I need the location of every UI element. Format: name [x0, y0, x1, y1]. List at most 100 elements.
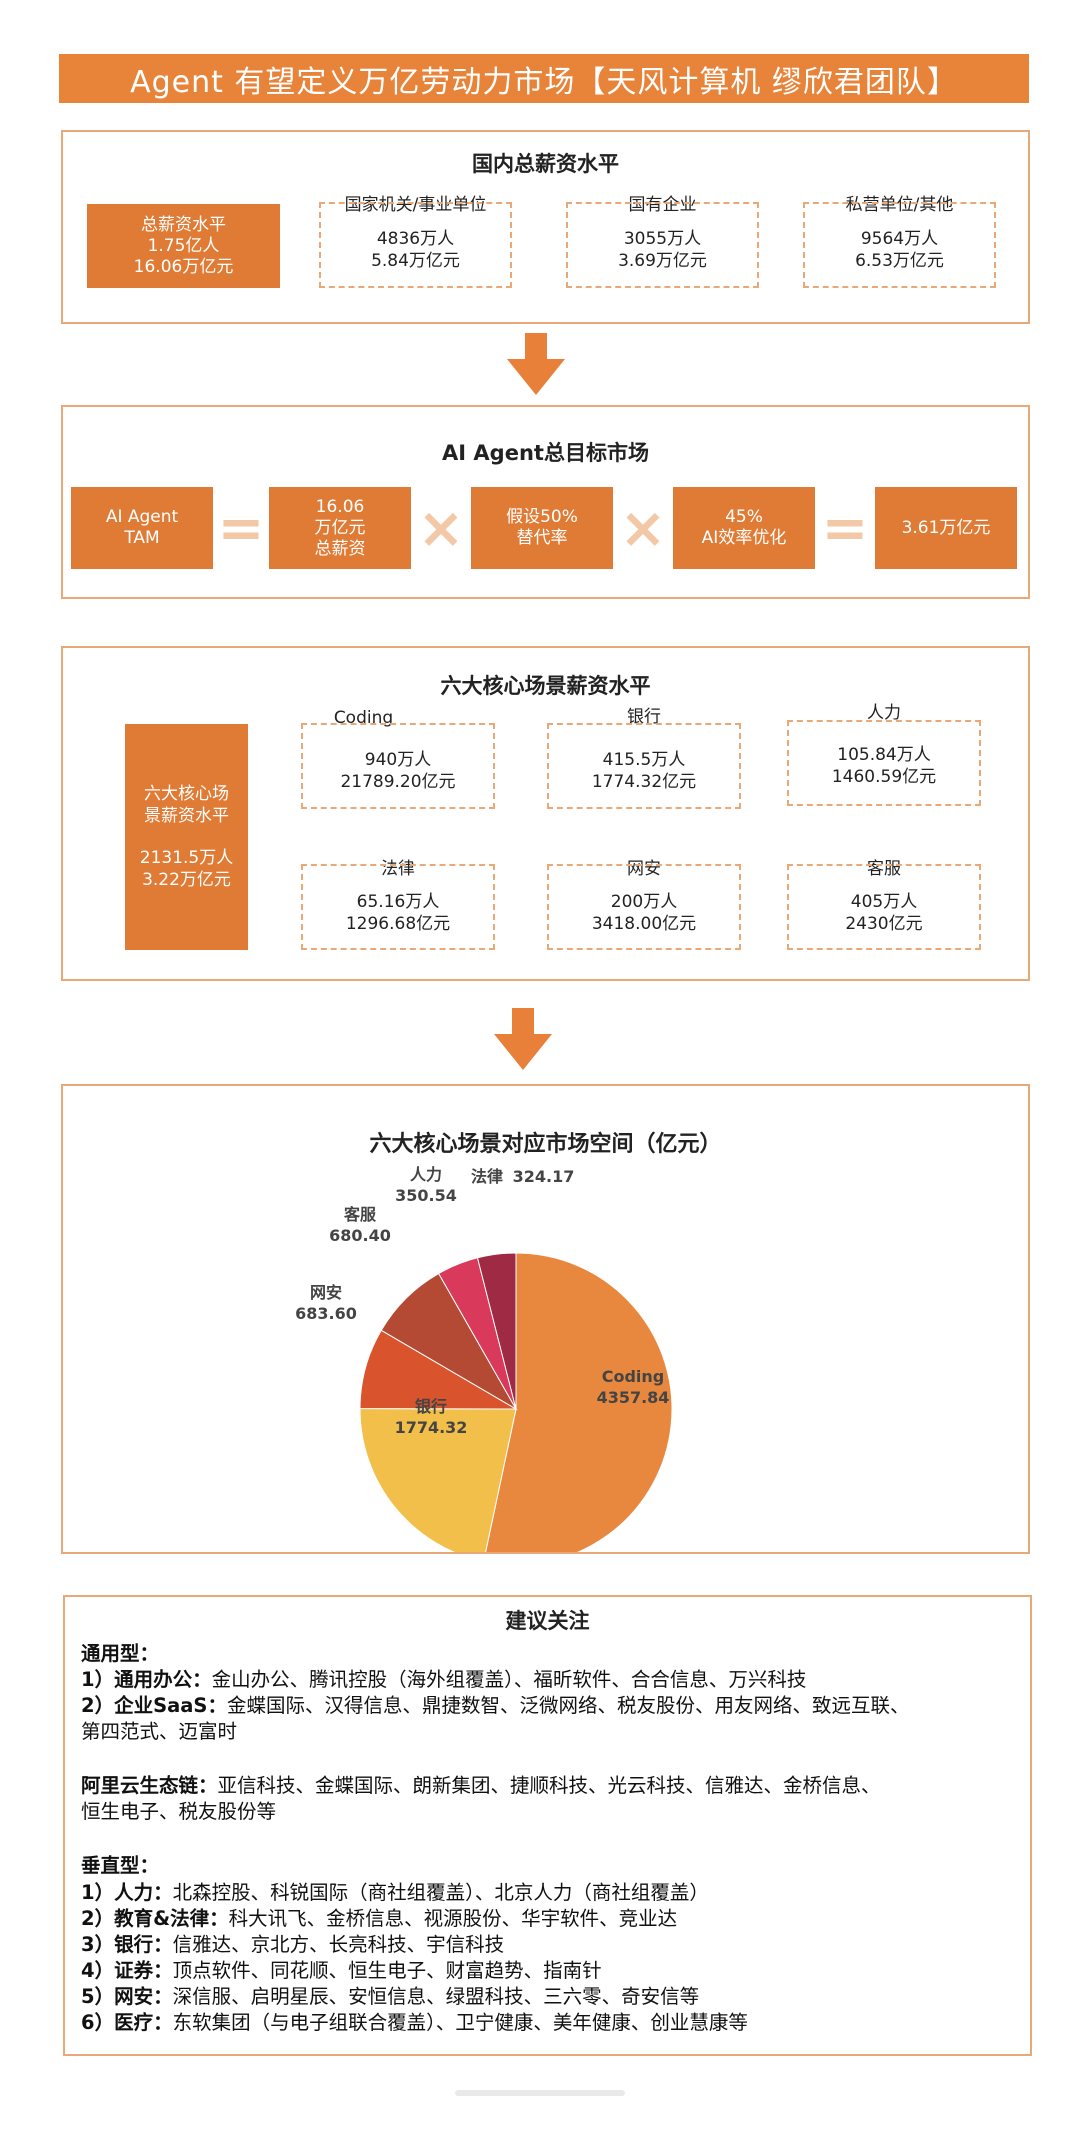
total-salary-label: 总薪资水平 — [141, 214, 226, 235]
vertical-item-5-head: 5）网安： — [81, 1985, 173, 2008]
tam-salary-line3: 总薪资 — [314, 538, 366, 559]
advice-title: 建议关注 — [505, 1609, 590, 1633]
tam-replacement-line2: 替代率 — [516, 528, 568, 548]
scene-people-law: 65.16万人 — [356, 892, 440, 912]
scene-salary-coding: 21789.20亿元 — [340, 772, 456, 792]
pie-label-coding-name: Coding — [601, 1367, 665, 1386]
vertical-item-4: 4）证券：顶点软件、同花顺、恒生电子、财富趋势、指南针 — [81, 1954, 602, 1983]
scene-salary-law: 1296.68亿元 — [345, 914, 451, 934]
scene-box-security: 200万人 3418.00亿元 — [547, 864, 741, 950]
pie-label-law-value: 324.17 — [512, 1167, 575, 1186]
alibaba-head: 阿里云生态链： — [81, 1774, 218, 1797]
market-pie-chart — [359, 1252, 673, 1552]
vertical-item-6: 6）医疗：东软集团（与电子组联合覆盖）、卫宁健康、美年健康、创业慧康等 — [81, 2006, 748, 2035]
alibaba-cont: 恒生电子、税友股份等 — [81, 1800, 277, 1823]
scene-label-hr: 人力 — [867, 703, 901, 723]
category-label-private: 私营单位/其他 — [845, 195, 954, 215]
pie-label-coding: Coding 4357.84 — [583, 1366, 683, 1408]
vertical-item-6-head: 6）医疗： — [81, 2011, 173, 2034]
vertical-item-3-text: 信雅达、京北方、长亮科技、宇信科技 — [172, 1933, 505, 1956]
tam-box-result: 3.61万亿元 — [875, 487, 1017, 569]
category-salary-private: 6.53万亿元 — [855, 251, 944, 271]
pie-label-law-name: 法律 — [471, 1167, 504, 1186]
domestic-salary-title: 国内总薪资水平 — [472, 152, 619, 176]
category-box-soe: 3055万人 3.69万亿元 — [566, 202, 759, 288]
core-scenes-section: 六大核心场景薪资水平 六大核心场 景薪资水平 2131.5万人 3.22万亿元 … — [61, 646, 1030, 981]
tam-section: AI Agent总目标市场 AI Agent TAM = 16.06 万亿元 总… — [61, 405, 1030, 599]
down-arrow-icon — [494, 1008, 552, 1070]
scene-label-bank: 银行 — [627, 707, 661, 727]
pie-label-bank: 银行 1774.32 — [381, 1396, 481, 1438]
tam-efficiency-line1: 45% — [725, 507, 763, 527]
chart-title: 六大核心场景对应市场空间（亿元） — [369, 1132, 722, 1157]
category-people-private: 9564万人 — [860, 229, 939, 249]
tam-efficiency-line2: AI效率优化 — [701, 528, 787, 548]
advice-section: 建议关注 通用型： 1）通用办公：金山办公、腾讯控股（海外组覆盖）、福昕软件、合… — [63, 1595, 1032, 2056]
scene-box-service: 405万人 2430亿元 — [787, 864, 981, 950]
vertical-item-3: 3）银行：信雅达、京北方、长亮科技、宇信科技 — [81, 1928, 504, 1957]
tam-agent-line2: TAM — [124, 528, 160, 548]
scene-box-hr: 105.84万人 1460.59亿元 — [787, 720, 981, 806]
tam-box-salary: 16.06 万亿元 总薪资 — [269, 487, 411, 569]
tam-replacement-line1: 假设50% — [506, 507, 578, 527]
pie-label-bank-value: 1774.32 — [394, 1418, 468, 1437]
scene-people-security: 200万人 — [610, 892, 678, 912]
vertical-item-2-text: 科大讯飞、金桥信息、视源股份、华宇软件、竞业达 — [228, 1907, 678, 1930]
general-item-1: 1）通用办公：金山办公、腾讯控股（海外组覆盖）、福昕软件、合合信息、万兴科技 — [81, 1663, 806, 1692]
pie-label-law: 法律 324.17 — [471, 1166, 581, 1187]
scene-people-hr: 105.84万人 — [837, 745, 931, 765]
market-pie-section: 六大核心场景对应市场空间（亿元） Coding 4357.84 银行 1774.… — [61, 1084, 1030, 1554]
pie-label-service-value: 680.40 — [329, 1226, 391, 1245]
general-item-2-text: 金蝶国际、汉得信息、鼎捷数智、泛微网络、税友股份、用友网络、致远互联、 — [226, 1694, 910, 1717]
category-label-gov: 国家机关/事业单位 — [344, 195, 487, 215]
general-item-2-cont: 第四范式、迈富时 — [81, 1720, 238, 1743]
pie-slice-0 — [485, 1252, 673, 1552]
tam-box-efficiency: 45% AI效率优化 — [673, 487, 815, 569]
pie-slice-5 — [476, 1252, 517, 1410]
alibaba-line: 阿里云生态链：亚信科技、金蝶国际、朗新集团、捷顺科技、光云科技、信雅达、金桥信息… — [81, 1769, 881, 1798]
pie-label-bank-name: 银行 — [414, 1397, 447, 1416]
total-salary-box: 总薪资水平 1.75亿人 16.06万亿元 — [87, 204, 280, 288]
pie-label-service-name: 客服 — [343, 1205, 376, 1224]
core-total-salary: 3.22万亿元 — [142, 870, 231, 890]
category-label-soe: 国有企业 — [628, 195, 697, 215]
core-total-people: 2131.5万人 — [139, 848, 234, 868]
general-item-2-head: 2）企业SaaS： — [81, 1694, 227, 1717]
tam-title: AI Agent总目标市场 — [442, 441, 649, 465]
down-arrow-icon — [507, 333, 565, 395]
vertical-item-5: 5）网安：深信服、启明星辰、安恒信息、绿盟科技、三六零、奇安信等 — [81, 1980, 699, 2009]
pie-label-service: 客服 680.40 — [325, 1204, 395, 1246]
equals-icon: = — [821, 495, 869, 561]
core-total-label1: 六大核心场 — [144, 784, 229, 804]
vertical-item-6-text: 东软集团（与电子组联合覆盖）、卫宁健康、美年健康、创业慧康等 — [172, 2011, 748, 2034]
vertical-item-4-head: 4）证券： — [81, 1959, 173, 1982]
category-salary-soe: 3.69万亿元 — [618, 251, 707, 271]
general-item-1-text: 金山办公、腾讯控股（海外组覆盖）、福昕软件、合合信息、万兴科技 — [211, 1668, 807, 1691]
pie-label-hr-name: 人力 — [409, 1165, 442, 1184]
tam-salary-line1: 16.06 — [315, 496, 365, 517]
tam-box-agent: AI Agent TAM — [71, 487, 213, 569]
vertical-item-1-text: 北森控股、科锐国际（商社组覆盖）、北京人力（商社组覆盖） — [172, 1881, 709, 1904]
multiply-icon: × — [417, 495, 465, 561]
tam-box-replacement: 假设50% 替代率 — [471, 487, 613, 569]
banner-title: Agent 有望定义万亿劳动力市场【天风计算机 缪欣君团队】 — [59, 54, 1029, 103]
general-item-1-head: 1）通用办公： — [81, 1668, 212, 1691]
scene-box-bank: 415.5万人 1774.32亿元 — [547, 723, 741, 809]
general-heading: 通用型： — [81, 1642, 160, 1665]
vertical-item-1: 1）人力：北森控股、科锐国际（商社组覆盖）、北京人力（商社组覆盖） — [81, 1876, 709, 1905]
pie-label-hr: 人力 350.54 — [391, 1164, 461, 1206]
alibaba-text: 亚信科技、金蝶国际、朗新集团、捷顺科技、光云科技、信雅达、金桥信息、 — [217, 1774, 881, 1797]
category-people-gov: 4836万人 — [376, 229, 455, 249]
general-item-2: 2）企业SaaS：金蝶国际、汉得信息、鼎捷数智、泛微网络、税友股份、用友网络、致… — [81, 1689, 910, 1718]
core-total-label2: 景薪资水平 — [144, 806, 229, 826]
vertical-item-1-head: 1）人力： — [81, 1881, 173, 1904]
scene-people-service: 405万人 — [850, 892, 918, 912]
scene-people-bank: 415.5万人 — [602, 750, 686, 770]
category-box-private: 9564万人 6.53万亿元 — [803, 202, 996, 288]
scene-salary-security: 3418.00亿元 — [591, 914, 697, 934]
tam-agent-line1: AI Agent — [105, 507, 179, 527]
total-salary-amount: 16.06万亿元 — [133, 256, 234, 277]
scene-salary-service: 2430亿元 — [845, 914, 923, 934]
pie-slice-1 — [359, 1408, 517, 1552]
pie-label-security: 网安 683.60 — [291, 1282, 361, 1324]
